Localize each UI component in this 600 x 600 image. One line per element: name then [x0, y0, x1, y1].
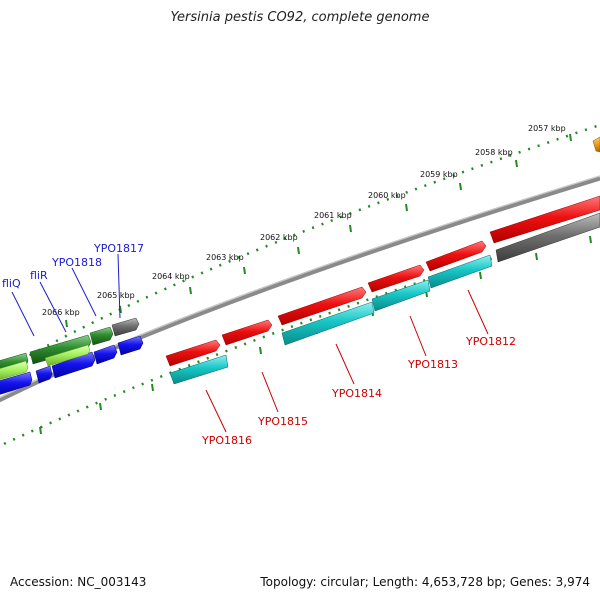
reverse-genes — [0, 212, 600, 396]
leader-ypo1817 — [117, 253, 121, 319]
label-ypo1816[interactable]: YPO1816 — [201, 434, 252, 447]
gene-ypo1813-reverse[interactable] — [371, 279, 431, 312]
ruler-label: 2061 kbp — [314, 211, 352, 220]
ruler-major-tick-inner — [39, 426, 42, 435]
gene-blue-reverse-b[interactable] — [93, 344, 118, 365]
leader-ypo1815 — [261, 371, 279, 413]
ruler-label: 2057 kbp — [528, 124, 566, 133]
ruler-major-tick-inner — [259, 346, 262, 355]
ruler-track-inner — [0, 223, 600, 448]
ruler-major-tick — [569, 133, 572, 142]
gene-ypo1813-forward[interactable] — [367, 264, 425, 293]
ruler-major-tick-inner — [535, 252, 538, 261]
ruler-track-outer — [0, 123, 600, 374]
map-title: Yersinia pestis CO92, complete genome — [170, 10, 430, 25]
ruler-label: 2063 kbp — [206, 253, 244, 262]
gene-ypo1815-forward[interactable] — [221, 319, 273, 346]
leader-fliq — [11, 291, 35, 337]
leader-ypo1813 — [409, 315, 427, 357]
gene-lightgreen-reverse[interactable] — [0, 360, 29, 381]
accession-text: Accession: NC_003143 — [10, 575, 147, 589]
red-gene-labels: YPO1816 YPO1815 YPO1814 YPO1813 YPO1812 — [201, 335, 516, 447]
leader-ypo1812 — [467, 289, 489, 335]
ruler-labels: 2057 kbp 2058 kbp 2059 kbp 2060 kbp 2061 kbp… — [42, 124, 566, 317]
gene-blue-reverse-d[interactable] — [35, 365, 53, 384]
gene-ypo1814-forward[interactable] — [277, 286, 367, 326]
gene-ypo1816-reverse[interactable] — [169, 354, 229, 385]
ruler-label: 2059 kbp — [420, 170, 458, 179]
backbone-line — [0, 175, 600, 403]
blue-gene-labels: fliQ fliR YPO1818 YPO1817 — [2, 242, 144, 290]
ruler-major-tick — [349, 224, 352, 233]
label-ypo1812[interactable]: YPO1812 — [465, 335, 516, 348]
label-ypo1813[interactable]: YPO1813 — [407, 358, 458, 371]
label-ypo1814[interactable]: YPO1814 — [331, 387, 382, 400]
genome-summary-text: Topology: circular; Length: 4,653,728 bp… — [260, 575, 590, 589]
ruler-major-tick — [189, 286, 192, 295]
ruler-major-tick — [119, 305, 122, 314]
ruler-label: 2058 kbp — [475, 148, 513, 157]
ruler-major-tick — [405, 203, 408, 212]
ruler-label: 2062 kbp — [260, 233, 298, 242]
ruler-major-tick-inner — [589, 235, 592, 244]
gene-blue-reverse-e[interactable] — [0, 371, 33, 396]
label-flir[interactable]: fliR — [30, 269, 48, 282]
ruler-major-tick — [459, 182, 462, 191]
gene-ypo1816-forward[interactable] — [165, 339, 221, 367]
ruler-label: 2065 kbp — [97, 291, 135, 300]
ruler-major-tick-inner — [479, 271, 482, 280]
gene-ypo1812-reverse[interactable] — [427, 254, 493, 289]
gene-gray-forward-left[interactable] — [111, 317, 140, 337]
ruler-major-tick — [65, 319, 68, 328]
gene-green-forward-a[interactable] — [89, 326, 114, 346]
gene-orange-forward[interactable] — [592, 136, 600, 153]
red-label-leaders — [205, 289, 489, 433]
gene-ypo1814-reverse[interactable] — [281, 301, 375, 346]
ruler-major-tick-inner — [151, 383, 154, 392]
ruler-label: 2060 kbp — [368, 191, 406, 200]
ruler-major-tick-inner — [99, 402, 102, 411]
ruler-ticks — [39, 133, 592, 435]
label-ypo1818[interactable]: YPO1818 — [51, 256, 102, 269]
forward-genes — [0, 136, 600, 373]
gene-red-long-forward[interactable] — [489, 195, 600, 244]
ruler-major-tick — [297, 246, 300, 255]
label-ypo1817[interactable]: YPO1817 — [93, 242, 144, 255]
leader-flir — [39, 281, 67, 333]
blue-label-leaders — [11, 253, 121, 337]
label-fliq[interactable]: fliQ — [2, 277, 21, 290]
ruler-label: 2064 kbp — [152, 272, 190, 281]
gene-blue-reverse-a[interactable] — [117, 335, 144, 356]
gene-ypo1812-forward[interactable] — [425, 240, 487, 272]
leader-ypo1814 — [335, 343, 355, 385]
leader-ypo1816 — [205, 389, 227, 433]
gene-gray-reverse-right[interactable] — [495, 212, 600, 263]
ruler-label: 2066 kbp — [42, 308, 80, 317]
ruler-major-tick — [243, 266, 246, 275]
label-ypo1815[interactable]: YPO1815 — [257, 415, 308, 428]
gene-lightgreen-reverse-b[interactable] — [44, 344, 91, 367]
gene-green-forward-b[interactable] — [29, 334, 92, 365]
ruler-major-tick — [515, 159, 518, 168]
leader-ypo1818 — [71, 267, 97, 317]
